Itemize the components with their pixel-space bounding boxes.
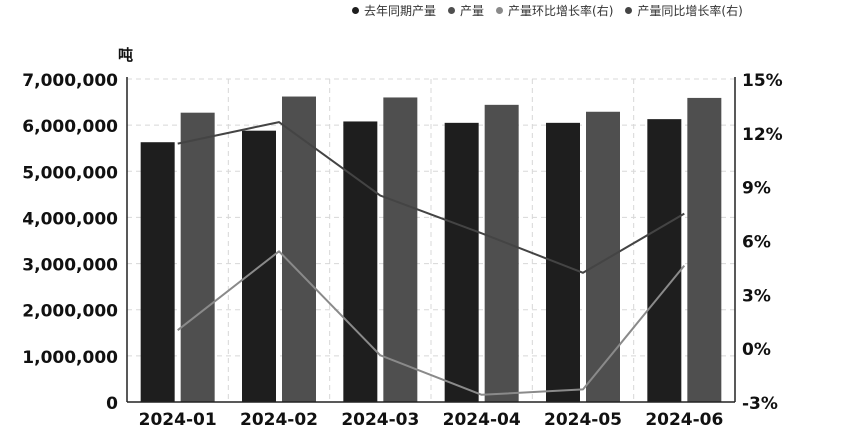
legend-item-last-year-output[interactable]: 去年同期产量 <box>352 2 436 19</box>
legend-dot-icon <box>352 6 359 14</box>
y-left-tick-label: 3,000,000 <box>22 256 118 276</box>
legend-item-mom-growth[interactable]: 产量环比增长率(右) <box>496 2 613 19</box>
bar <box>180 112 215 402</box>
grid-layer <box>127 78 735 402</box>
bar <box>140 142 175 403</box>
x-tick-label: 2024-06 <box>645 410 723 430</box>
bar <box>343 121 378 403</box>
series-line <box>177 250 686 396</box>
legend-label: 产量同比增长率(右) <box>637 3 743 18</box>
bar <box>383 97 418 402</box>
y-right-tick-label: 0% <box>742 340 771 360</box>
legend-label: 产量 <box>460 3 485 18</box>
y-right-tick-label: -3% <box>742 394 778 414</box>
y-right-tick-label: 3% <box>742 286 771 306</box>
y-left-tick-label: 1,000,000 <box>22 348 118 368</box>
series-line <box>177 121 685 274</box>
legend-dot-icon <box>496 6 504 14</box>
bar-layer <box>140 96 722 403</box>
tick-label-layer: 0 1,000,000 2,000,000 3,000,000 4,000,000 5,0… <box>22 71 782 430</box>
bar <box>586 111 620 403</box>
y-left-tick-label: 4,000,000 <box>22 209 118 229</box>
y-right-tick-label: 9% <box>742 179 771 199</box>
y-axis-unit-label: 吨 <box>118 46 134 64</box>
legend-dot-icon <box>448 6 456 14</box>
legend-dot-icon <box>625 6 633 14</box>
chart-legend: 去年同期产量 产量 产量环比增长率(右) 产量同比增长率(右) <box>352 2 755 18</box>
axis-layer <box>126 77 736 403</box>
x-tick-label: 2024-01 <box>139 410 217 430</box>
bar <box>647 119 682 402</box>
bar <box>546 122 580 402</box>
y-right-tick-label: 12% <box>742 125 783 145</box>
legend-item-output[interactable]: 产量 <box>448 2 484 19</box>
x-tick-label: 2024-04 <box>443 410 521 430</box>
y-left-tick-label: 0 <box>106 394 118 414</box>
bar <box>687 97 722 402</box>
y-left-tick-label: 2,000,000 <box>22 302 118 322</box>
bar <box>484 104 519 402</box>
legend-label: 产量环比增长率(右) <box>508 3 614 18</box>
legend-item-yoy-growth[interactable]: 产量同比增长率(右) <box>625 2 743 19</box>
y-left-tick-label: 7,000,000 <box>22 71 118 91</box>
line-layer <box>177 121 686 396</box>
x-tick-label: 2024-03 <box>341 410 419 430</box>
bar <box>282 96 316 402</box>
y-right-tick-label: 6% <box>742 233 771 253</box>
y-left-tick-label: 5,000,000 <box>22 163 118 183</box>
y-right-tick-label: 15% <box>742 71 783 91</box>
x-tick-label: 2024-05 <box>544 410 622 430</box>
x-tick-label: 2024-02 <box>240 410 318 430</box>
legend-label: 去年同期产量 <box>364 3 437 18</box>
bar <box>444 122 479 402</box>
y-left-tick-label: 6,000,000 <box>22 117 118 137</box>
